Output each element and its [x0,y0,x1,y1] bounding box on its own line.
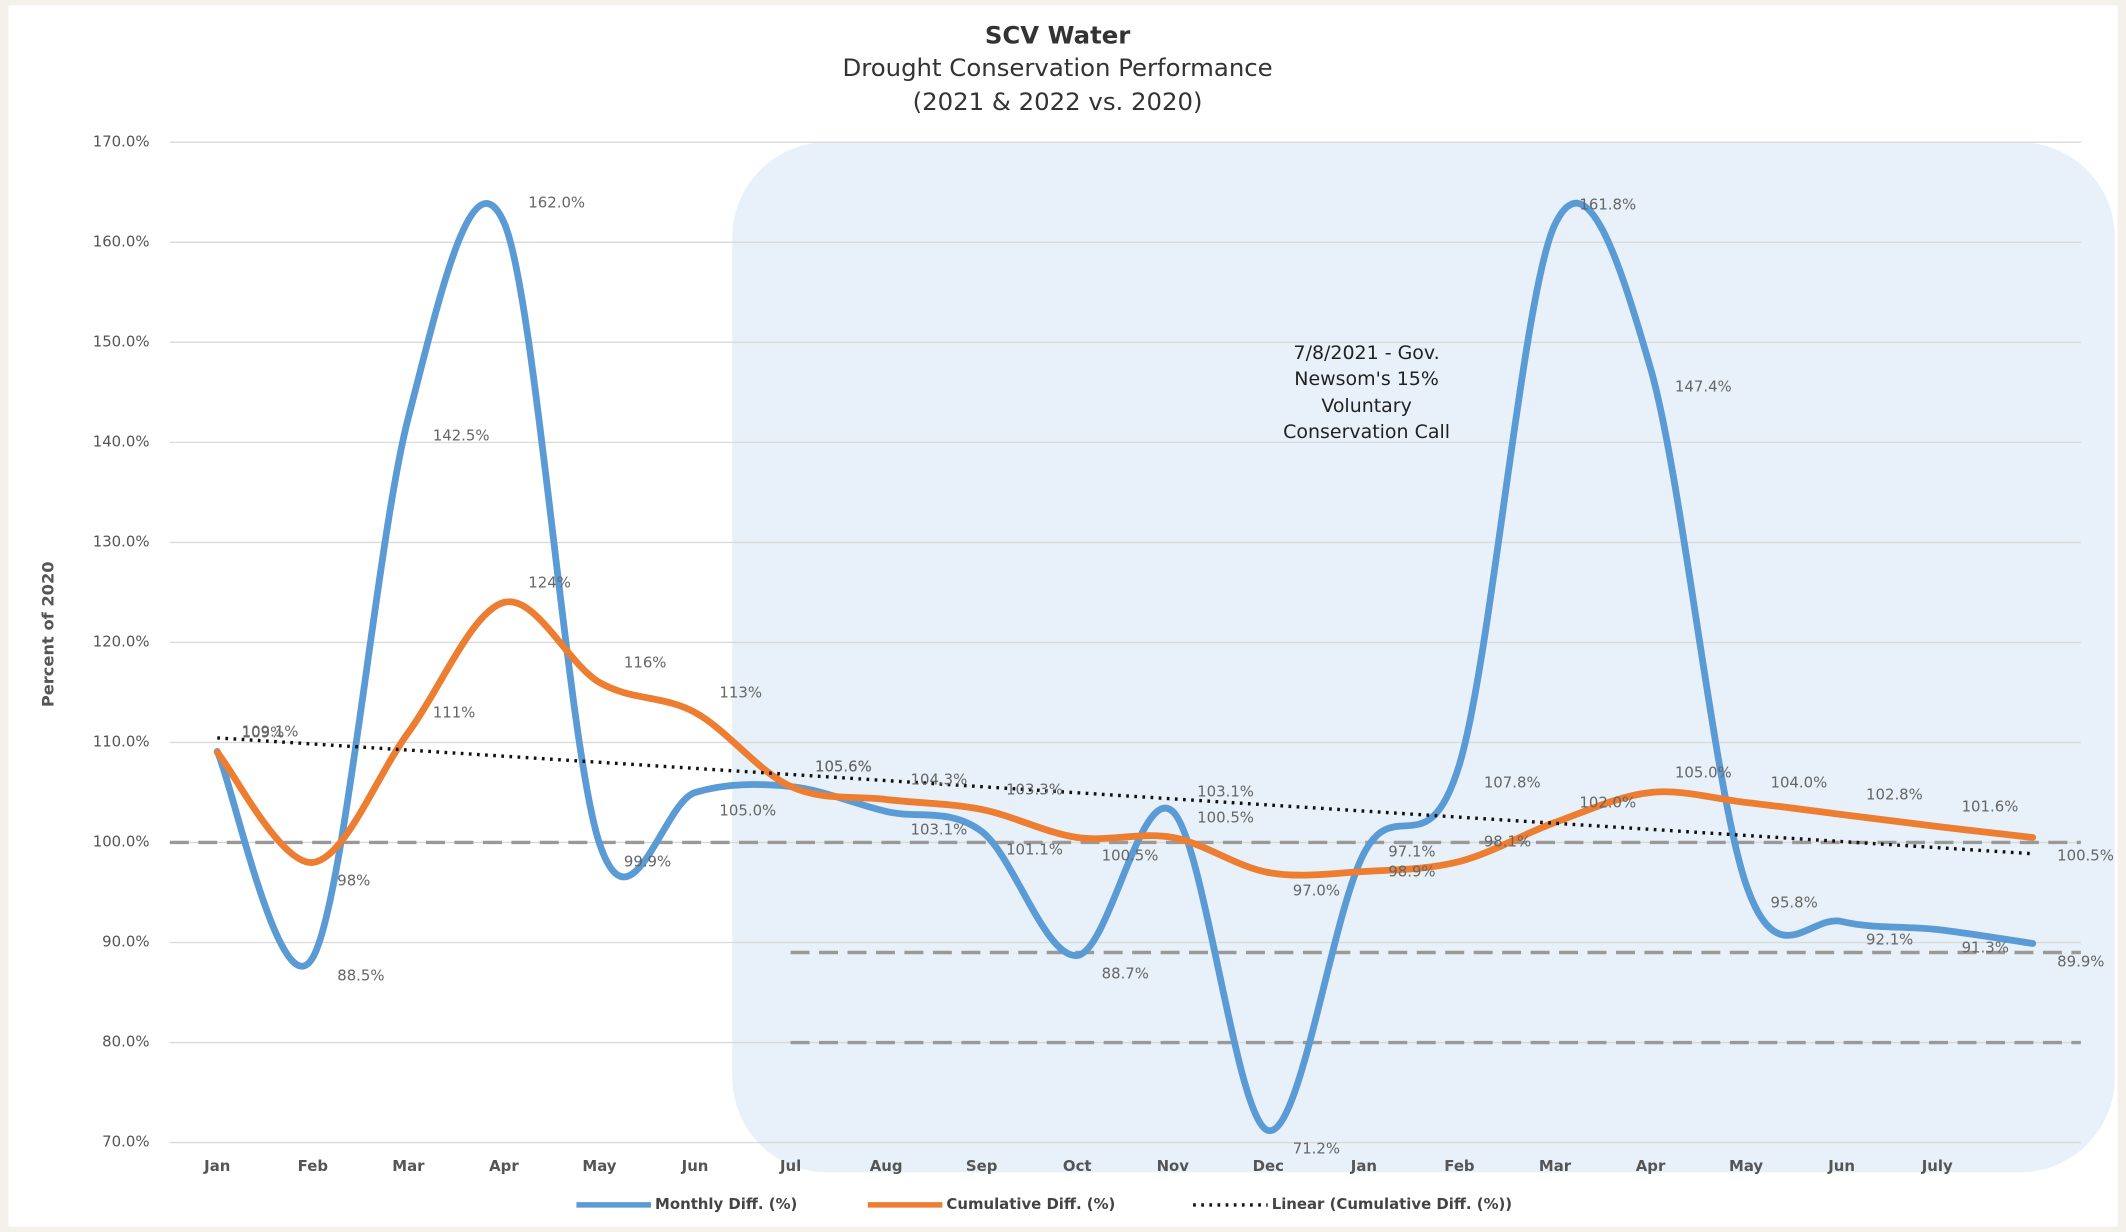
data-label: 91.3% [1962,938,2009,956]
legend-label: Cumulative Diff. (%) [946,1195,1115,1213]
y-tick-label: 80.0% [102,1033,149,1051]
chart-subtitle: Drought Conservation Performance [842,53,1272,82]
trend-line [217,736,2033,856]
series-line [213,598,2037,879]
y-tick-label: 170.0% [93,132,150,150]
data-label: 71.2% [1293,1140,1340,1158]
x-tick-label: Jun [1827,1157,1855,1175]
data-label: 92.1% [1866,930,1913,948]
x-tick-label: Nov [1157,1157,1190,1175]
y-tick-label: 140.0% [93,432,150,450]
data-label: 107.8% [1484,773,1541,791]
data-label: 116% [624,653,667,671]
annotation: 7/8/2021 - Gov. [1294,342,1440,364]
y-tick-label: 100.0% [93,832,150,850]
y-tick-label: 70.0% [102,1133,149,1151]
x-tick-label: Feb [1444,1157,1474,1175]
data-label: 98.1% [1484,833,1531,851]
chart-subtitle: (2021 & 2022 vs. 2020) [913,87,1203,116]
data-label: 105.0% [719,801,776,819]
x-tick-label: Jan [203,1157,230,1175]
data-label: 98.9% [1388,862,1435,880]
x-tick-label: Jul [779,1157,801,1175]
data-label: 88.5% [337,966,384,984]
legend-label: Monthly Diff. (%) [655,1195,797,1213]
data-label: 103.1% [911,820,968,838]
annotation: Conservation Call [1283,421,1450,443]
annotation: Newsom's 15% [1294,368,1439,390]
data-label: 100.5% [1102,846,1159,864]
data-label: 161.8% [1579,195,1636,213]
y-tick-label: 120.0% [93,632,150,650]
x-tick-label: May [1729,1157,1763,1175]
data-label: 88.7% [1102,964,1149,982]
y-tick-label: 160.0% [93,232,150,250]
y-axis-label: Percent of 2020 [39,561,58,707]
data-label: 124% [528,573,571,591]
annotation: Voluntary [1321,395,1412,417]
y-tick-label: 90.0% [102,933,149,951]
x-tick-label: Dec [1253,1157,1284,1175]
data-label: 113% [719,683,762,701]
y-tick-label: 150.0% [93,332,150,350]
data-label: 99.9% [624,852,671,870]
x-tick-label: Aug [870,1157,903,1175]
data-label: 109% [242,723,285,741]
legend-label: Linear (Cumulative Diff. (%)) [1272,1195,1512,1213]
data-label: 147.4% [1675,377,1732,395]
x-tick-label: Mar [392,1157,425,1175]
data-label: 104.0% [1770,773,1827,791]
data-label: 101.6% [1962,797,2019,815]
chart-title: SCV Water [985,21,1130,50]
x-tick-label: Jun [681,1157,709,1175]
data-label: 103.1% [1197,782,1254,800]
x-tick-label: Apr [489,1157,519,1175]
data-label: 98% [337,871,370,889]
data-label: 105.0% [1675,763,1732,781]
x-tick-label: Jan [1350,1157,1377,1175]
data-label: 142.5% [433,426,490,444]
data-label: 162.0% [528,193,585,211]
data-label: 97.1% [1388,843,1435,861]
x-tick-label: May [582,1157,616,1175]
data-label: 104.3% [911,770,968,788]
y-tick-label: 110.0% [93,732,150,750]
highlight-region [732,142,2115,1173]
data-label: 89.9% [2057,952,2104,970]
x-tick-label: Sep [966,1157,997,1175]
data-label: 105.6% [815,757,872,775]
data-label: 95.8% [1770,893,1817,911]
data-label: 111% [433,703,476,721]
x-tick-label: Apr [1636,1157,1666,1175]
data-label: 109.1% [242,722,299,740]
data-label: 101.1% [1006,840,1063,858]
data-label: 97.0% [1293,881,1340,899]
data-label: 100.5% [2057,846,2114,864]
data-label: 105.6% [815,757,872,775]
data-label: 103.3% [1006,780,1063,798]
data-label: 102.0% [1579,793,1636,811]
x-tick-label: Oct [1063,1157,1092,1175]
x-tick-label: Feb [298,1157,328,1175]
y-tick-label: 130.0% [93,532,150,550]
x-tick-label: July [1921,1157,1953,1175]
data-label: 102.8% [1866,785,1923,803]
x-tick-label: Mar [1539,1157,1572,1175]
data-label: 100.5% [1197,809,1254,827]
